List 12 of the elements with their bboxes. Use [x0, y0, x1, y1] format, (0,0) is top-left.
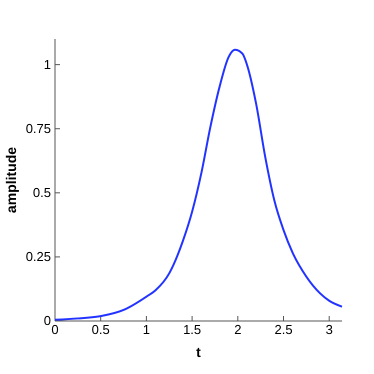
x-tick-label: 0.5: [92, 322, 110, 338]
y-tick-label: 0.25: [26, 249, 51, 264]
x-tick-label: 1.5: [183, 322, 202, 338]
y-tick-label: 0.75: [26, 120, 51, 136]
x-tick-label: 1: [142, 322, 150, 338]
x-tick-label: 2: [234, 322, 242, 338]
y-axis-title: amplitude: [3, 146, 19, 214]
y-tick-label: 1: [44, 56, 51, 72]
x-axis-title: t: [196, 344, 202, 360]
y-tick-label: 0.5: [32, 184, 51, 200]
x-tick-label: 2.5: [274, 322, 293, 338]
x-tick-label: 3: [326, 322, 333, 338]
